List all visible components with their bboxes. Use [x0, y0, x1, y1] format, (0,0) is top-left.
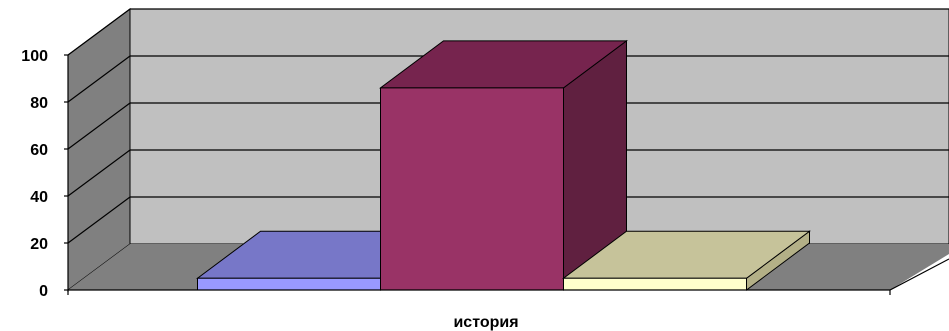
y-axis-tick-labels: 0 20 40 60 80 100: [21, 48, 48, 300]
gridline-40: [67, 149, 949, 197]
y-tick-label-20: 20: [30, 236, 48, 253]
y-tick-label-80: 80: [30, 95, 48, 112]
gridline-20: [67, 196, 949, 244]
bar-series-3: [563, 277, 747, 291]
chart-bars: [195, 39, 812, 291]
gridline-60: [67, 102, 949, 150]
x-axis-tick-labels: история: [453, 314, 518, 331]
chart-gridlines: [67, 8, 949, 244]
y-tick-label-40: 40: [30, 189, 48, 206]
gridline-100: [67, 8, 949, 56]
y-tick-label-60: 60: [30, 142, 48, 159]
bar-series-2: [380, 87, 564, 291]
x-category-label: история: [453, 314, 518, 331]
y-tick-label-100: 100: [21, 48, 48, 65]
chart-axes: [64, 54, 949, 295]
bar-series-1: [197, 277, 381, 291]
gridline-80: [67, 55, 949, 103]
y-tick-label-0: 0: [39, 283, 48, 300]
side-wall: [67, 8, 131, 291]
